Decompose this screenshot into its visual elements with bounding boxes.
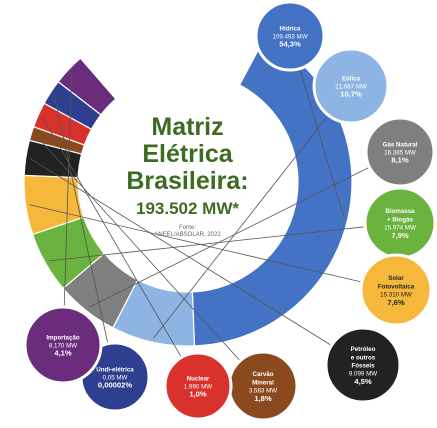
label-pct-3: 7,9%: [391, 231, 409, 240]
label-name-7: Nuclear: [187, 375, 210, 382]
source-note: Fonte: ANEEL/ABSOLAR, 2022: [110, 225, 265, 239]
slice-label-7: Nuclear 1.990 MW1,0%: [163, 351, 233, 421]
label-name-1: Eólica: [342, 75, 361, 82]
label-pct-6: 1,8%: [254, 394, 272, 403]
label-mw-1: 21.667 MW: [335, 84, 367, 91]
label-name-3: Biomassa: [385, 208, 415, 215]
label-name-4: Fotovoltaica: [378, 283, 415, 290]
label-pct-4: 7,6%: [387, 298, 405, 307]
label-name-5: e outros: [351, 354, 376, 361]
label-name-8: Undi-elétrica: [96, 366, 134, 373]
label-bubble-7: [163, 351, 233, 421]
label-pct-0: 54,3%: [279, 40, 301, 49]
source-label: Fonte:: [178, 225, 196, 231]
label-pct-7: 1,0%: [189, 390, 207, 399]
leader-lines: [29, 35, 401, 387]
label-pct-5: 4,5%: [354, 377, 372, 386]
label-name-5: Petróleo: [351, 346, 376, 353]
label-mw-9: 8.170 MW: [49, 343, 77, 350]
label-mw-4: 15.310 MW: [380, 292, 412, 299]
label-mw-0: 109.493 MW: [272, 34, 307, 41]
label-pct-8: 0,00002%: [98, 381, 132, 390]
title-line-2: Elétrica: [142, 140, 233, 168]
slice-9: [57, 57, 117, 116]
label-bubble-0: [254, 0, 326, 72]
leader-line-2: [88, 151, 401, 308]
leader-line-8: [53, 94, 116, 378]
label-mw-2: 16.385 MW: [384, 150, 416, 157]
label-bubble-5: [324, 326, 402, 404]
label-bubble-9: [23, 305, 103, 385]
leader-line-1: [153, 85, 352, 339]
label-name-6: Mineral: [252, 379, 274, 386]
label-mw-5: 9.099 MW: [349, 371, 377, 378]
label-bubble-2: [364, 116, 436, 188]
slice-0: [191, 36, 353, 347]
label-mw-6: 3.583 MW: [249, 388, 277, 395]
label-name-9: Importação: [46, 334, 80, 341]
label-mw-3: 15.974 MW: [384, 225, 416, 232]
label-mw-8: 0,05 MW: [103, 375, 128, 382]
label-name-2: Gás Natural: [383, 141, 418, 148]
leader-line-5: [29, 157, 364, 366]
donut-slices: [23, 36, 353, 347]
label-pct-2: 8,1%: [391, 156, 409, 165]
label-name-5: Fósseis: [351, 363, 375, 370]
title-line-1: Matriz: [151, 113, 224, 141]
leader-line-4: [29, 204, 397, 291]
leader-line-3: [48, 222, 401, 262]
label-bubble-4: [359, 253, 433, 327]
label-name-6: Carvão: [253, 371, 274, 378]
chart-center-title: Matriz Elétrica Brasileira: 193.502 MW* …: [110, 114, 265, 239]
label-name-4: Solar: [388, 275, 404, 282]
slice-label-3: Biomassa+ Biogás 15.974 MW7,9%: [363, 186, 437, 260]
leader-line-9: [62, 72, 73, 346]
label-pct-1: 10,7%: [340, 90, 362, 99]
label-name-0: Hídrica: [280, 25, 302, 32]
source-text: ANEEL/ABSOLAR, 2022: [154, 232, 221, 238]
label-pct-9: 4,1%: [54, 349, 72, 358]
leader-line-6: [34, 134, 264, 387]
label-bubble-1: [312, 47, 390, 125]
label-mw-7: 1.990 MW: [184, 384, 212, 391]
label-name-3: + Biogás: [387, 216, 414, 223]
slice-label-2: Gás Natural 16.385 MW8,1%: [364, 116, 436, 188]
leader-line-7: [41, 116, 199, 387]
slice-label-9: Importação 8.170 MW4,1%: [23, 305, 103, 385]
total-capacity: 193.502 MW*: [136, 199, 239, 218]
title-line-3: Brasileira:: [126, 167, 249, 195]
